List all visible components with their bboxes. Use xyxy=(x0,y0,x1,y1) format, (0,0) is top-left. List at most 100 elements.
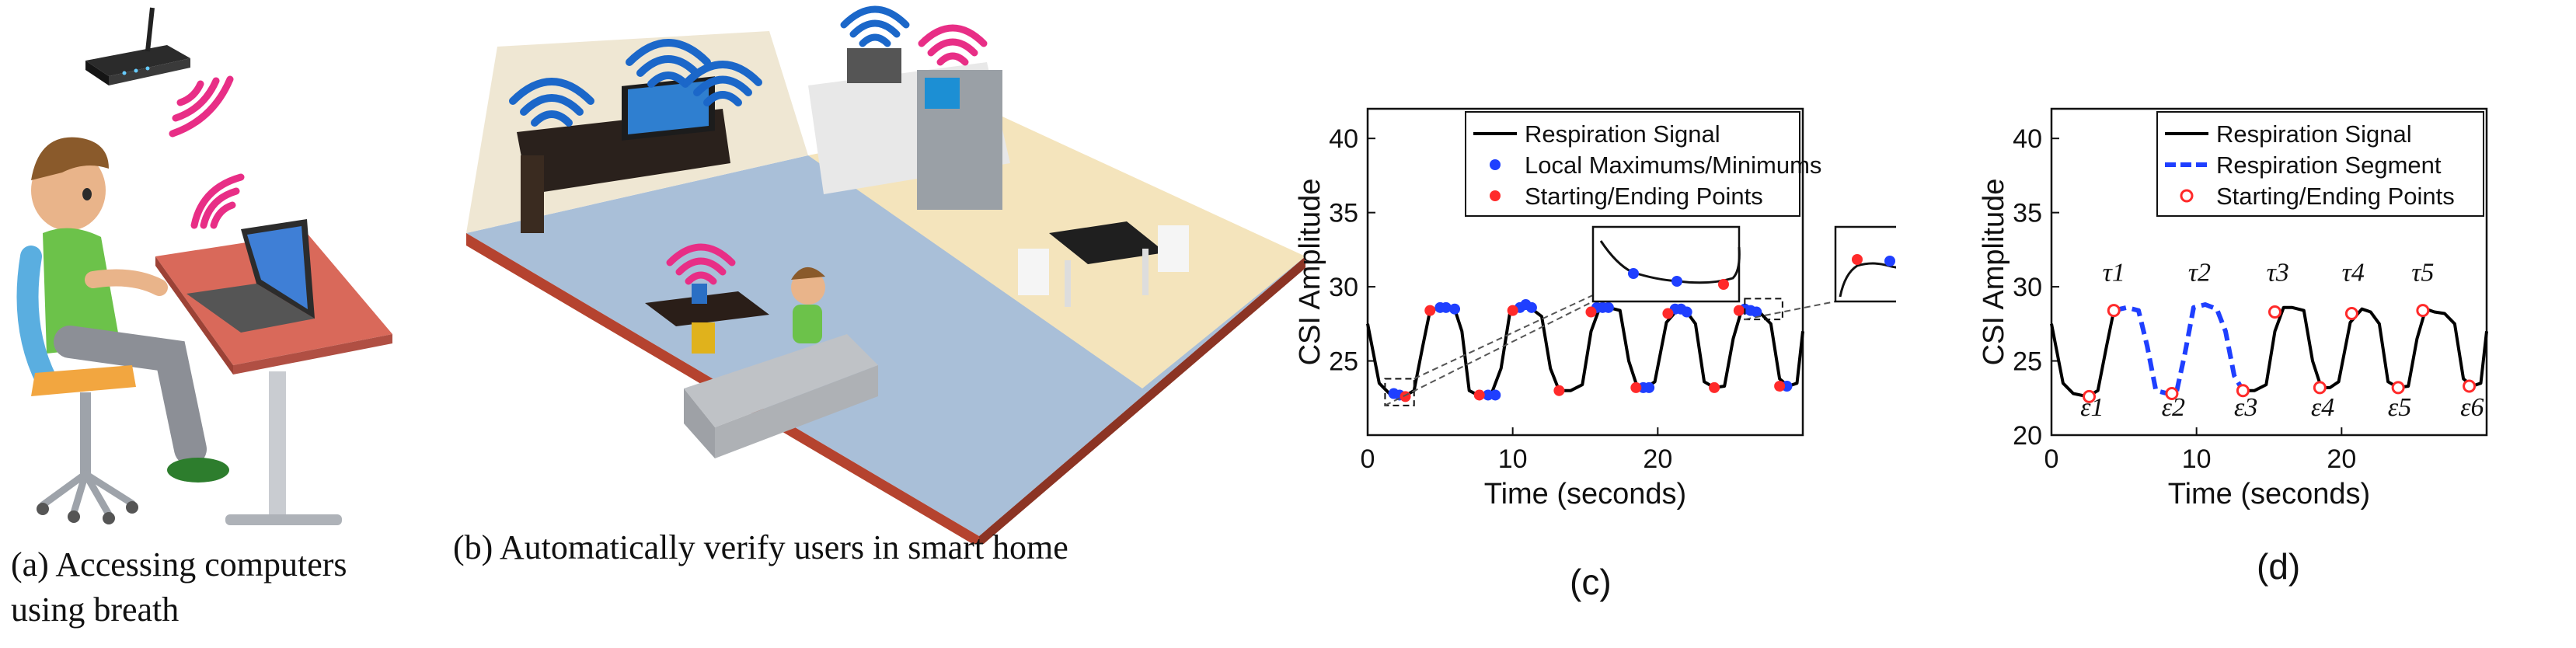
chart-0-series-1-point xyxy=(1644,381,1655,393)
wifi-pink-icon-table xyxy=(666,243,736,285)
chart-1-series-3-point xyxy=(2463,379,2477,393)
chart-0-zoom-connector xyxy=(1745,301,1836,321)
chart-0-legend: Respiration Signal Local Maximums/Minimum… xyxy=(1465,111,1821,217)
dining-table xyxy=(1018,221,1189,307)
chart-1-xtick-label: 0 xyxy=(2044,444,2059,474)
wifi-blue-icon-2 xyxy=(626,39,711,88)
chart-1-annotation: τ5 xyxy=(2411,258,2434,287)
chart-0-xlabel: Time (seconds) xyxy=(1484,478,1686,510)
chart-0-series-2-point xyxy=(1585,306,1597,318)
chart-c-svg: 0 10 20 25 30 35 40 Time (seconds) CSI Amplitude… xyxy=(1294,107,1983,510)
chart-1-series-3-point xyxy=(2416,304,2430,318)
chart-1-legend: Respiration Signal Respiration Segment Sta… xyxy=(2156,111,2484,217)
chart-0-zoom-connector xyxy=(1384,301,1594,406)
wifi-blue-icon-1 xyxy=(509,78,594,127)
user-figure xyxy=(16,137,229,524)
chart-0-series-1-point xyxy=(1490,389,1501,401)
chart-0-axes-box xyxy=(1366,107,1804,437)
chart-0-zoom-box-left xyxy=(1384,378,1415,406)
chart-d-svg: 0 10 20 20 25 30 35 40 Time (seconds) CSI Amplitu… xyxy=(1978,107,2488,510)
chart-0-xtick-label: 10 xyxy=(1498,444,1528,474)
chart-0-series-1-point xyxy=(1525,301,1537,313)
chart-1-annotation: ε3 xyxy=(2234,393,2257,422)
kitchen-appliances xyxy=(808,48,1010,210)
coffee-table xyxy=(645,284,769,354)
chart-0-legend-swatch xyxy=(1490,190,1501,201)
inset-left-max xyxy=(1628,268,1639,279)
chart-0-ytick-label: 25 xyxy=(1329,347,1358,377)
chart-1-legend-label: Respiration Signal xyxy=(2216,120,2412,148)
chart-0-series-2-point xyxy=(1630,381,1642,393)
chart-1-ytick-label: 25 xyxy=(2013,347,2042,377)
user-figure-sofa xyxy=(791,267,825,343)
chart-0-xtick-label: 0 xyxy=(1361,444,1375,474)
wifi-blue-icon-kitchen xyxy=(840,5,910,47)
inset-left-max2 xyxy=(1671,276,1682,287)
chart-1-legend-label: Respiration Segment xyxy=(2216,152,2442,179)
chart-1-annotation: ε6 xyxy=(2460,393,2484,422)
wifi-pink-icon-laptop xyxy=(190,173,245,229)
chart-0-series-1-point xyxy=(1602,301,1614,313)
inset-left-end xyxy=(1718,279,1729,290)
chart-1-series-3-point xyxy=(2165,387,2179,401)
chart-0-series-2-point xyxy=(1733,305,1745,316)
chart-1-legend-box xyxy=(2156,111,2484,217)
chart-0-legend-label: Starting/Ending Points xyxy=(1525,183,1763,210)
chart-1-xlabel: Time (seconds) xyxy=(2168,478,2370,510)
chart-0-ylabel: CSI Amplitude xyxy=(1294,179,1326,366)
chart-0-series-2-point xyxy=(1662,308,1674,319)
chart-0-series-2-point xyxy=(1507,305,1518,316)
chart-0-series-1-point xyxy=(1751,306,1762,318)
chart-1-ylabel: CSI Amplitude xyxy=(1978,179,2010,366)
chart-0-legend-swatch xyxy=(1490,159,1501,170)
chart-0-series-2-point xyxy=(1424,305,1436,316)
chart-1-series-0-line xyxy=(2050,310,2116,399)
chart-1-annotation: τ1 xyxy=(2103,258,2125,287)
chart-0-legend-label: Respiration Signal xyxy=(1525,120,1720,148)
chart-1-ytick-label: 35 xyxy=(2013,199,2042,228)
chart-1-series-3-point xyxy=(2391,381,2405,395)
chart-1-series-3-point xyxy=(2268,305,2281,319)
chart-1-xtick-label: 10 xyxy=(2182,444,2212,474)
chart-1-series-3-point xyxy=(2083,389,2097,403)
chart-1-series-3-point xyxy=(2236,384,2250,398)
panel-b-illustration xyxy=(443,0,1321,648)
chart-c-zoom-insets xyxy=(1591,225,1983,303)
router-icon xyxy=(85,7,190,85)
chart-0-series-0-line xyxy=(1366,303,1804,399)
panel-c-chart: 0 10 20 25 30 35 40 Time (seconds) CSI Amplitude… xyxy=(1274,93,1983,559)
tv-cabinet xyxy=(517,76,730,233)
chart-1-series-2-line xyxy=(2243,305,2488,392)
panel-a-illustration xyxy=(0,0,435,648)
panel-b-caption: (b) Automatically verify users in smart … xyxy=(453,528,1068,566)
chart-1-ytick-label: 40 xyxy=(2013,124,2042,154)
chart-0-ytick-label: 35 xyxy=(1329,199,1358,228)
chart-0-legend-box xyxy=(1465,111,1800,217)
chart-1-annotation: ε1 xyxy=(2080,393,2104,422)
panel-d-caption: (d) xyxy=(2257,546,2301,587)
chart-0-series-1-point xyxy=(1681,306,1692,318)
chart-0-series-1-point xyxy=(1449,303,1460,315)
chart-1-legend-label: Starting/Ending Points xyxy=(2216,183,2455,210)
chart-0-series-2-point xyxy=(1553,385,1565,396)
wifi-pink-icon xyxy=(169,75,234,138)
chart-1-annotation: ε5 xyxy=(2388,393,2411,422)
chart-0-series-2-point xyxy=(1709,381,1720,393)
wifi-pink-icon-fridge xyxy=(918,24,988,66)
chart-1-ytick-label: 20 xyxy=(2013,421,2042,451)
chart-0-ytick-label: 30 xyxy=(1329,273,1358,302)
panel-d-chart: 0 10 20 20 25 30 35 40 Time (seconds) CSI Amplitu… xyxy=(1958,93,2576,559)
smart-home-illustration xyxy=(466,5,1305,548)
inset-left-box xyxy=(1591,225,1741,303)
panel-a-caption-line1: (a) Accessing computers xyxy=(11,545,347,584)
chart-1-annotation: τ4 xyxy=(2342,258,2365,287)
chart-1-legend-swatch xyxy=(2180,189,2194,203)
chart-0-series-2-point xyxy=(1400,391,1411,402)
panel-a-caption-line2: using breath xyxy=(11,591,180,629)
chart-1-annotation: ε4 xyxy=(2311,393,2334,422)
chart-0-series-1-point xyxy=(1440,301,1452,313)
chart-1-ytick-label: 30 xyxy=(2013,273,2042,302)
chart-1-series-3-point xyxy=(2313,381,2327,395)
chart-1-series-1-line xyxy=(2113,302,2245,396)
chart-1-annotation: τ3 xyxy=(2267,258,2289,287)
